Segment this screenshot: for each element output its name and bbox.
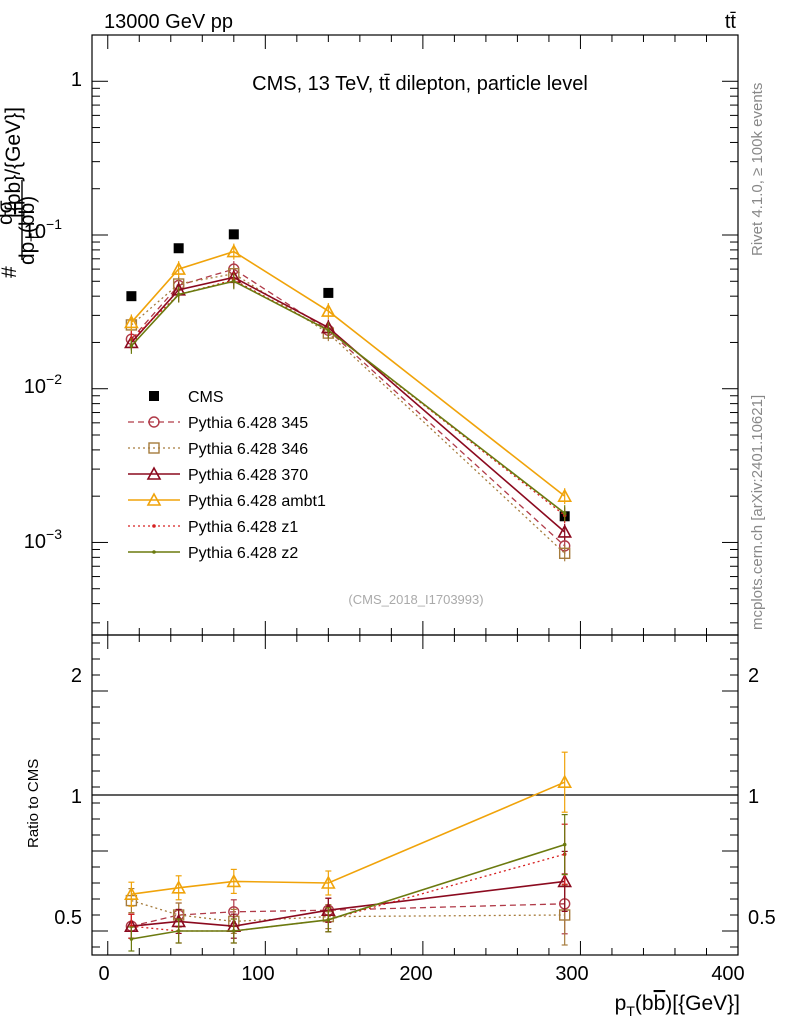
rivet-version-label: Rivet 4.1.0, ≥ 100k events bbox=[749, 83, 766, 256]
legend-entry-p370: Pythia 6.428 370 bbox=[128, 466, 308, 484]
svg-text:dpT(bb): dpT(bb) bbox=[16, 196, 43, 265]
ratio-y-tick-1: 1 bbox=[71, 786, 82, 808]
data-point-z2 bbox=[232, 279, 236, 284]
data-point-ambt1 bbox=[226, 243, 242, 258]
cms-data-point bbox=[126, 291, 137, 302]
ratio-line-ambt1 bbox=[131, 781, 565, 895]
y-tick-label-0.01: 10−2 bbox=[24, 371, 62, 398]
ratio-point-ambt1 bbox=[320, 875, 336, 889]
x-tick-200: 200 bbox=[399, 963, 432, 985]
data-point-z2 bbox=[326, 328, 331, 333]
x-tick-400: 400 bbox=[711, 963, 744, 985]
legend-marker-z2 bbox=[152, 550, 156, 554]
legend-swatch-cms bbox=[149, 391, 159, 401]
ratio-series-p346 bbox=[125, 884, 571, 946]
svg-text:dσ: dσ bbox=[0, 200, 17, 225]
legend-label-p346: Pythia 6.428 346 bbox=[188, 441, 308, 458]
legend: CMS Pythia 6.428 345 Pythia 6.428 346 Pythi… bbox=[128, 389, 326, 562]
ratio-point-ambt1 bbox=[557, 774, 573, 789]
ratio-point-ambt1 bbox=[226, 873, 242, 888]
ratio-point-ambt1 bbox=[124, 886, 139, 901]
data-point-ambt1 bbox=[557, 488, 573, 502]
main-y-axis-label: dpT(bb) dσ [{pb}/{GeV}] # bbox=[0, 107, 43, 278]
data-point-p370 bbox=[557, 524, 573, 538]
ratio-y-tick-2: 2 bbox=[71, 665, 82, 687]
ratio-line-z2 bbox=[131, 843, 565, 940]
data-point-z2 bbox=[129, 344, 134, 348]
ratio-line-p346 bbox=[131, 899, 565, 923]
x-axis-label: pT(bb)[{GeV}] bbox=[615, 992, 740, 1019]
legend-label-cms: CMS bbox=[188, 389, 224, 406]
main-axis-ticks bbox=[92, 34, 739, 635]
legend-marker-p346 bbox=[148, 442, 160, 454]
ratio-series-group bbox=[124, 751, 573, 952]
series-ambt1 bbox=[124, 243, 573, 505]
data-point-ambt1 bbox=[171, 261, 187, 275]
ratio-series-z2 bbox=[128, 813, 568, 952]
data-point-ambt1 bbox=[124, 314, 139, 329]
data-point-z2 bbox=[562, 511, 567, 515]
legend-entry-p346: Pythia 6.428 346 bbox=[128, 441, 308, 458]
legend-marker-p345 bbox=[148, 416, 160, 428]
analysis-watermark: (CMS_2018_I1703993) bbox=[348, 592, 483, 607]
svg-text:[{pb}/{GeV}]: [{pb}/{GeV}] bbox=[2, 107, 25, 218]
legend-entry-z1: Pythia 6.428 z1 bbox=[128, 519, 298, 536]
ratio-point-z2 bbox=[129, 937, 134, 941]
ratio-point-z2 bbox=[232, 929, 236, 933]
ratio-point-z2 bbox=[562, 842, 567, 847]
data-point-z2 bbox=[176, 292, 181, 297]
ratio-y-tick-right-2: 2 bbox=[748, 665, 759, 687]
data-point-ambt1 bbox=[320, 303, 336, 317]
ratio-series-p345 bbox=[125, 873, 571, 939]
ratio-point-ambt1 bbox=[171, 880, 187, 894]
legend-entry-p345: Pythia 6.428 345 bbox=[128, 415, 308, 432]
ratio-point-z2 bbox=[326, 918, 331, 922]
legend-label-z1: Pythia 6.428 z1 bbox=[188, 519, 298, 536]
legend-label-p370: Pythia 6.428 370 bbox=[188, 467, 308, 484]
chart-title: CMS, 13 TeV, tt̄ dilepton, particle leve… bbox=[252, 73, 588, 95]
ratio-axis-ticks bbox=[92, 635, 739, 955]
legend-marker-ambt1 bbox=[146, 492, 162, 506]
x-tick-0: 0 bbox=[98, 963, 109, 985]
data-point-p346 bbox=[558, 547, 571, 559]
main-series-group bbox=[124, 229, 573, 562]
x-tick-300: 300 bbox=[555, 963, 588, 985]
process-label: 13000 GeV pp bbox=[104, 11, 233, 33]
legend-entry-z2: Pythia 6.428 z2 bbox=[128, 545, 298, 562]
ratio-point-z2 bbox=[176, 929, 181, 933]
legend-label-z2: Pythia 6.428 z2 bbox=[188, 545, 298, 562]
legend-label-p345: Pythia 6.428 345 bbox=[188, 415, 308, 432]
cms-data-point bbox=[323, 287, 334, 298]
ratio-series-z1 bbox=[128, 823, 568, 944]
ratio-y-tick-right-1: 1 bbox=[748, 786, 759, 808]
ratio-line-z1 bbox=[131, 853, 565, 932]
legend-label-ambt1: Pythia 6.428 ambt1 bbox=[188, 493, 326, 510]
ratio-y-tick-right-0.5: 0.5 bbox=[748, 907, 776, 929]
series-p346 bbox=[125, 265, 571, 562]
y-tick-label-1: 1 bbox=[71, 69, 82, 91]
cms-data-point bbox=[173, 243, 184, 254]
ratio-y-axis-label: Ratio to CMS bbox=[25, 759, 42, 848]
ratio-series-ambt1 bbox=[124, 751, 573, 907]
legend-marker-z1 bbox=[152, 524, 156, 528]
ratio-point-p370 bbox=[557, 873, 573, 888]
series-line-ambt1 bbox=[130, 250, 566, 497]
ratio-line-p370 bbox=[131, 880, 565, 928]
y-tick-label-0.001: 10−3 bbox=[24, 526, 62, 553]
process-symbol: tt̄ bbox=[725, 11, 737, 33]
legend-marker-p370 bbox=[146, 466, 162, 480]
cms-data-point bbox=[228, 229, 239, 240]
legend-entry-ambt1: Pythia 6.428 ambt1 bbox=[128, 492, 326, 510]
ratio-y-tick-0.5: 0.5 bbox=[54, 907, 82, 929]
mcplots-label: mcplots.cern.ch [arXiv:2401.10621] bbox=[749, 395, 766, 630]
legend-entry-cms: CMS bbox=[149, 389, 224, 406]
svg-text:#: # bbox=[0, 266, 21, 278]
series-line-p346 bbox=[130, 273, 566, 554]
series-z2 bbox=[129, 273, 567, 522]
x-tick-100: 100 bbox=[241, 963, 274, 985]
